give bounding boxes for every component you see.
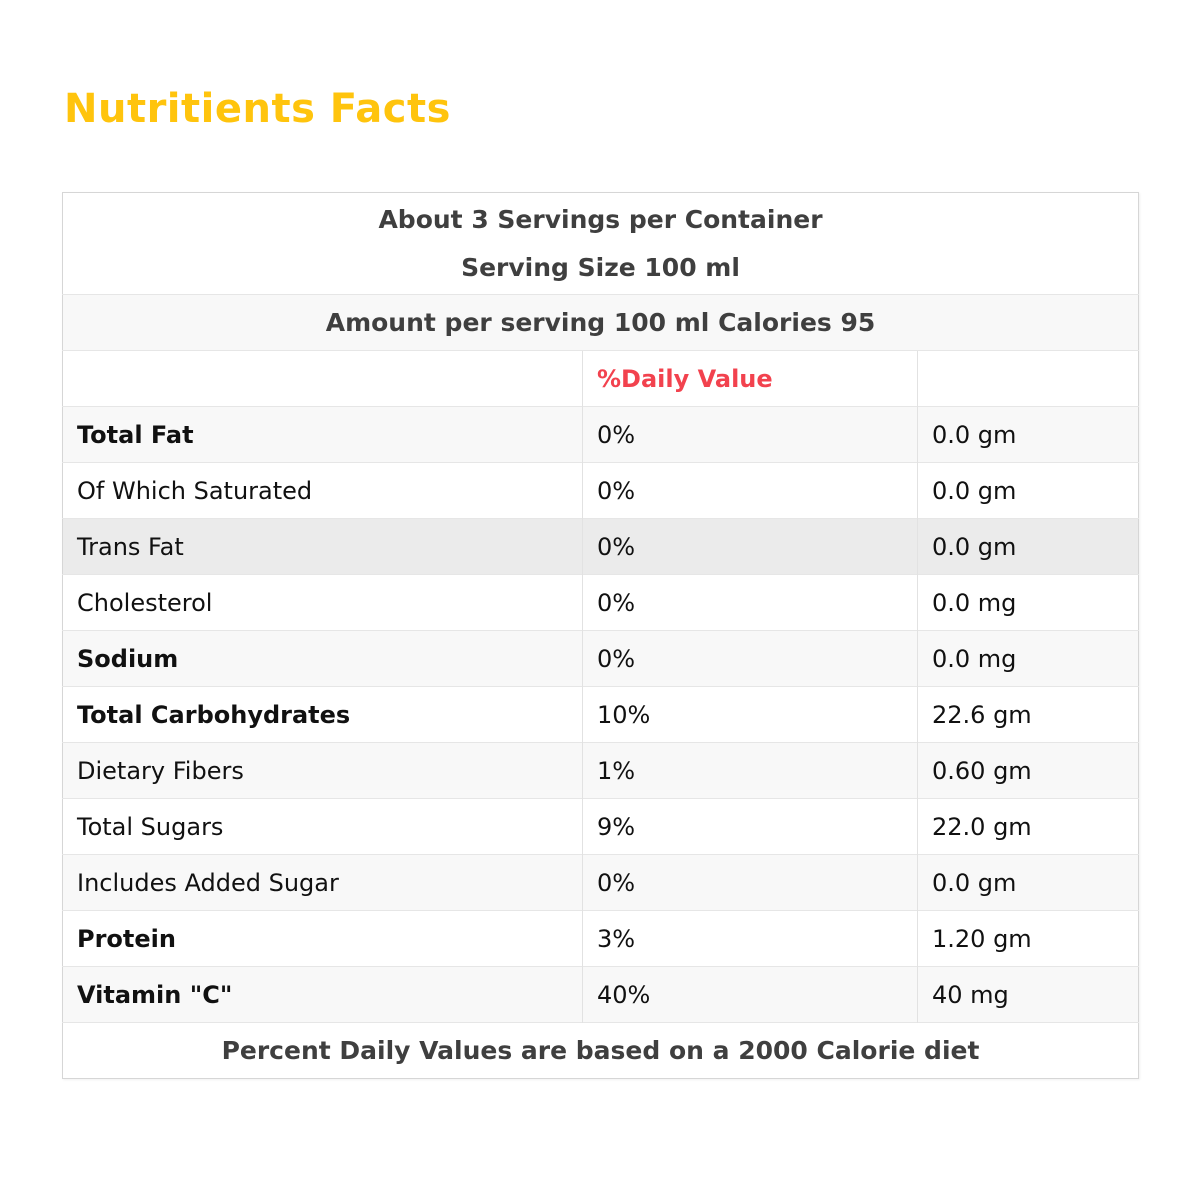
amount-per-serving-text: Amount per serving 100 ml Calories 95: [62, 294, 1139, 351]
nutrient-label: Protein: [62, 910, 583, 967]
nutrient-daily-value: 3%: [582, 910, 918, 967]
nutrient-amount: 1.20 gm: [916, 910, 1139, 967]
empty-cell: [916, 350, 1139, 407]
nutrient-amount: 22.6 gm: [916, 686, 1139, 743]
nutrient-amount: 0.0 mg: [916, 574, 1139, 631]
nutrient-daily-value: 0%: [582, 854, 918, 911]
daily-value-column-header: %Daily Value: [582, 350, 918, 407]
nutrient-daily-value: 1%: [582, 742, 918, 799]
table-row: Trans Fat 0% 0.0 gm: [62, 518, 1139, 575]
nutrient-label: Dietary Fibers: [62, 742, 583, 799]
nutrient-daily-value: 9%: [582, 798, 918, 855]
nutrient-daily-value: 0%: [582, 406, 918, 463]
nutrient-label: Total Fat: [62, 406, 583, 463]
nutrient-label: Vitamin "C": [62, 966, 583, 1023]
nutrient-amount: 0.0 gm: [916, 518, 1139, 575]
nutrient-label: Total Sugars: [62, 798, 583, 855]
daily-values-footnote: Percent Daily Values are based on a 2000…: [62, 1022, 1139, 1079]
nutrition-facts-table: About 3 Servings per Container Serving S…: [62, 192, 1140, 1079]
nutrient-amount: 0.0 gm: [916, 854, 1139, 911]
nutrient-daily-value: 10%: [582, 686, 918, 743]
serving-size-text: Serving Size 100 ml: [461, 252, 740, 282]
footer-row: Percent Daily Values are based on a 2000…: [62, 1022, 1139, 1079]
table-row: Of Which Saturated 0% 0.0 gm: [62, 462, 1139, 519]
servings-header-row: About 3 Servings per Container Serving S…: [62, 192, 1139, 295]
nutrient-label: Cholesterol: [62, 574, 583, 631]
nutrient-amount: 0.0 gm: [916, 462, 1139, 519]
daily-value-header-row: %Daily Value: [62, 350, 1139, 407]
nutrient-amount: 40 mg: [916, 966, 1139, 1023]
nutrient-label: Sodium: [62, 630, 583, 687]
table-row: Dietary Fibers 1% 0.60 gm: [62, 742, 1139, 799]
nutrient-amount: 22.0 gm: [916, 798, 1139, 855]
table-row: Total Carbohydrates 10% 22.6 gm: [62, 686, 1139, 743]
nutrient-label: Includes Added Sugar: [62, 854, 583, 911]
page-title: Nutritients Facts: [64, 86, 451, 132]
nutrient-label: Trans Fat: [62, 518, 583, 575]
amount-per-serving-row: Amount per serving 100 ml Calories 95: [62, 294, 1139, 351]
table-row: Total Fat 0% 0.0 gm: [62, 406, 1139, 463]
table-row: Vitamin "C" 40% 40 mg: [62, 966, 1139, 1023]
table-row: Cholesterol 0% 0.0 mg: [62, 574, 1139, 631]
nutrient-amount: 0.60 gm: [916, 742, 1139, 799]
nutrient-daily-value: 0%: [582, 630, 918, 687]
table-row: Protein 3% 1.20 gm: [62, 910, 1139, 967]
nutrient-amount: 0.0 mg: [916, 630, 1139, 687]
table-row: Total Sugars 9% 22.0 gm: [62, 798, 1139, 855]
nutrient-daily-value: 40%: [582, 966, 918, 1023]
servings-per-container-text: About 3 Servings per Container: [378, 205, 823, 234]
table-row: Includes Added Sugar 0% 0.0 gm: [62, 854, 1139, 911]
nutrient-daily-value: 0%: [582, 518, 918, 575]
nutrient-daily-value: 0%: [582, 574, 918, 631]
table-row: Sodium 0% 0.0 mg: [62, 630, 1139, 687]
nutrient-daily-value: 0%: [582, 462, 918, 519]
empty-cell: [62, 350, 583, 407]
nutrient-label: Total Carbohydrates: [62, 686, 583, 743]
nutrient-amount: 0.0 gm: [916, 406, 1139, 463]
nutrient-label: Of Which Saturated: [62, 462, 583, 519]
